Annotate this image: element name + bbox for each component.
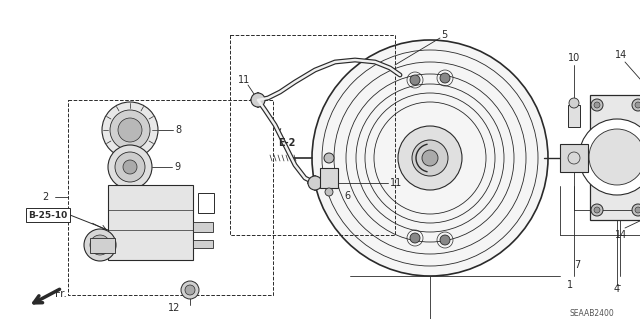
- Circle shape: [108, 145, 152, 189]
- Bar: [90, 238, 115, 253]
- Text: 11: 11: [238, 75, 250, 85]
- Circle shape: [185, 285, 195, 295]
- Circle shape: [90, 235, 110, 255]
- Text: Fr.: Fr.: [55, 289, 67, 299]
- Text: B-25-10: B-25-10: [28, 211, 67, 219]
- Circle shape: [635, 102, 640, 108]
- Circle shape: [579, 119, 640, 195]
- Circle shape: [594, 102, 600, 108]
- Bar: [108, 185, 193, 260]
- Text: 1: 1: [567, 280, 573, 290]
- Text: 12: 12: [168, 303, 180, 313]
- Circle shape: [102, 102, 158, 158]
- Text: 14: 14: [615, 50, 627, 60]
- Bar: [193, 222, 213, 232]
- Bar: [590, 95, 640, 220]
- Bar: [198, 193, 214, 213]
- Circle shape: [412, 140, 448, 176]
- Circle shape: [181, 281, 199, 299]
- Circle shape: [591, 99, 603, 111]
- Circle shape: [325, 188, 333, 196]
- Circle shape: [591, 204, 603, 216]
- Text: 5: 5: [441, 30, 447, 40]
- Text: 4: 4: [614, 284, 620, 294]
- Bar: [68, 100, 273, 295]
- Text: 9: 9: [174, 162, 180, 172]
- Circle shape: [632, 204, 640, 216]
- Bar: [230, 35, 395, 235]
- Circle shape: [589, 129, 640, 185]
- Text: E-2: E-2: [278, 138, 296, 148]
- Circle shape: [110, 110, 150, 150]
- Circle shape: [251, 93, 265, 107]
- Text: SEAAB2400: SEAAB2400: [570, 308, 615, 317]
- Text: 8: 8: [175, 125, 181, 135]
- Text: 10: 10: [568, 53, 580, 63]
- Bar: [560, 144, 588, 172]
- Circle shape: [410, 233, 420, 243]
- Circle shape: [123, 160, 137, 174]
- Bar: [568, 105, 580, 127]
- Circle shape: [118, 118, 142, 142]
- Bar: [320, 168, 338, 188]
- Text: 6: 6: [344, 191, 350, 201]
- Circle shape: [632, 99, 640, 111]
- Text: 2: 2: [42, 192, 48, 202]
- Circle shape: [308, 176, 322, 190]
- Circle shape: [84, 229, 116, 261]
- Circle shape: [440, 73, 450, 83]
- Circle shape: [410, 75, 420, 85]
- Circle shape: [398, 126, 462, 190]
- Circle shape: [594, 207, 600, 213]
- Circle shape: [324, 153, 334, 163]
- Text: 7: 7: [574, 260, 580, 270]
- Circle shape: [569, 98, 579, 108]
- Circle shape: [312, 40, 548, 276]
- Circle shape: [440, 235, 450, 245]
- Circle shape: [115, 152, 145, 182]
- Circle shape: [635, 207, 640, 213]
- Text: 14: 14: [615, 230, 627, 240]
- Circle shape: [422, 150, 438, 166]
- Bar: [193, 240, 213, 248]
- Text: 11: 11: [390, 178, 403, 188]
